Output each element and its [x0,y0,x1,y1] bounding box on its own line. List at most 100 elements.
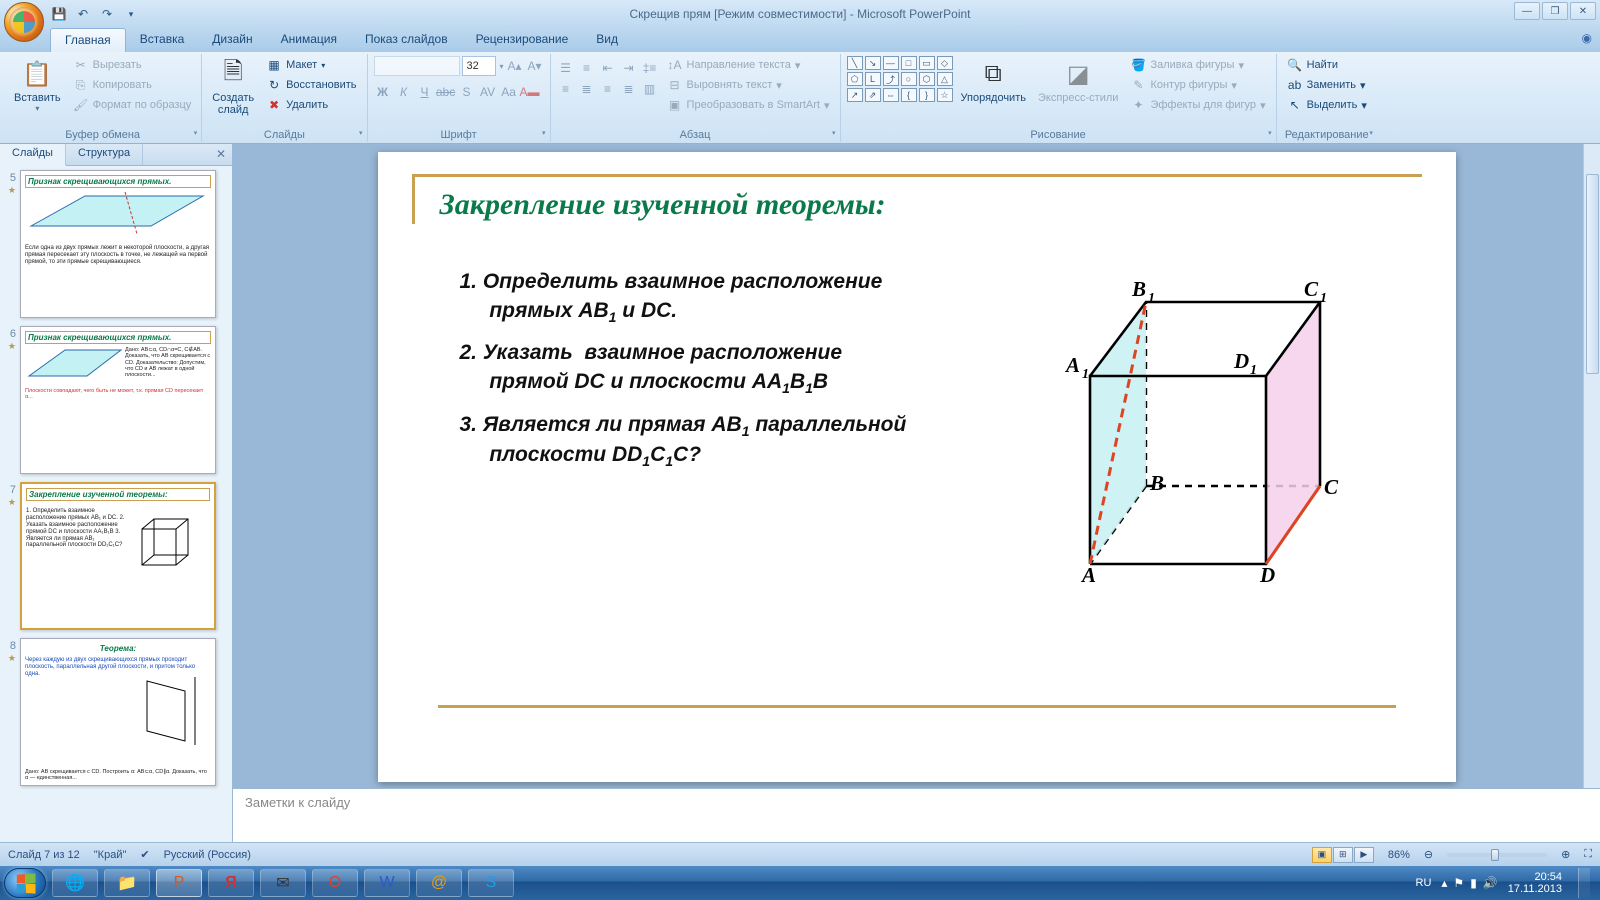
help-icon[interactable]: ◉ [1574,28,1600,52]
close-button[interactable]: ✕ [1570,2,1596,20]
line-spacing-icon[interactable]: ‡≡ [641,59,659,77]
align-right-icon[interactable]: ≡ [599,80,617,98]
thumbnail-row[interactable]: 7★ Закрепление изученной теоремы: 1. Опр… [4,482,224,630]
spellcheck-icon[interactable]: ✔ [140,848,149,861]
start-button[interactable] [4,868,46,898]
panel-tab-slides[interactable]: Слайды [0,144,66,166]
thumbnail-row[interactable]: 5★ Признак скрещивающихся прямых. Если о… [4,170,224,318]
scrollbar-thumb[interactable] [1586,174,1599,374]
strike-icon[interactable]: abc [437,83,455,101]
bold-icon[interactable]: Ж [374,83,392,101]
font-size-combo[interactable]: 32 [462,56,496,76]
tray-language[interactable]: RU [1416,877,1432,889]
paste-button[interactable]: 📋 Вставить ▾ [10,56,65,115]
arrange-button[interactable]: ⧉Упорядочить [957,56,1030,106]
delete-slide-button[interactable]: ✖Удалить [262,96,360,114]
tray-show-hidden-icon[interactable]: ▴ [1441,876,1447,890]
zoom-percent[interactable]: 86% [1388,849,1410,861]
shapes-gallery[interactable]: ╲↘—□▭◇ ⬠L⤴○⬡△ ↗⇗⇔{}☆ [847,56,953,102]
canvas-scrollbar[interactable] [1583,144,1600,788]
char-spacing-icon[interactable]: AV [479,83,497,101]
decrease-indent-icon[interactable]: ⇤ [599,59,617,77]
select-button[interactable]: ↖Выделить ▾ [1283,96,1371,114]
numbering-icon[interactable]: ≡ [578,59,596,77]
font-color-icon[interactable]: A▬ [521,83,539,101]
slide-viewport[interactable]: Закрепление изученной теоремы: 1. Опреде… [233,144,1600,788]
normal-view-button[interactable]: ▣ [1312,847,1332,863]
taskbar-word[interactable]: W [364,869,410,897]
tab-design[interactable]: Дизайн [198,28,266,52]
tab-insert[interactable]: Вставка [126,28,199,52]
quick-styles-button[interactable]: ◪Экспресс-стили [1034,56,1122,106]
cut-button[interactable]: ✂Вырезать [69,56,196,74]
columns-icon[interactable]: ▥ [641,80,659,98]
tray-clock[interactable]: 20:54 17.11.2013 [1508,871,1562,895]
minimize-button[interactable]: — [1514,2,1540,20]
bullets-icon[interactable]: ☰ [557,59,575,77]
justify-icon[interactable]: ≣ [620,80,638,98]
office-button[interactable] [4,2,44,42]
smartart-button[interactable]: ▣Преобразовать в SmartArt ▾ [663,96,834,114]
tray-network-icon[interactable]: ▮ [1470,876,1477,890]
save-icon[interactable]: 💾 [50,5,68,23]
shrink-font-icon[interactable]: A▾ [526,57,544,75]
status-language[interactable]: Русский (Россия) [164,849,251,861]
thumbnail[interactable]: Признак скрещивающихся прямых. Дано: АВ⊂… [20,326,216,474]
new-slide-button[interactable]: 🗎 Создать слайд [208,56,258,118]
zoom-out-button[interactable]: ⊖ [1424,848,1433,861]
taskbar-explorer[interactable]: 📁 [104,869,150,897]
tab-home[interactable]: Главная [50,28,126,52]
increase-indent-icon[interactable]: ⇥ [620,59,638,77]
thumbnail-selected[interactable]: Закрепление изученной теоремы: 1. Опреде… [20,482,216,630]
italic-icon[interactable]: К [395,83,413,101]
taskbar-at[interactable]: @ [416,869,462,897]
shape-fill-button[interactable]: 🪣Заливка фигуры ▾ [1126,56,1269,74]
taskbar-yandex[interactable]: Я [208,869,254,897]
reset-button[interactable]: ↻Восстановить [262,76,360,94]
format-painter-button[interactable]: 🖌Формат по образцу [69,96,196,114]
taskbar-ie[interactable]: 🌐 [52,869,98,897]
replace-button[interactable]: abЗаменить ▾ [1283,76,1371,94]
sorter-view-button[interactable]: ⊞ [1333,847,1353,863]
layout-button[interactable]: ▦Макет ▾ [262,56,360,74]
panel-close-icon[interactable]: ✕ [210,144,232,165]
qat-more-icon[interactable]: ▾ [122,5,140,23]
show-desktop-button[interactable] [1578,868,1590,898]
redo-icon[interactable]: ↷ [98,5,116,23]
notes-pane[interactable]: Заметки к слайду [233,788,1600,842]
fit-to-window-button[interactable]: ⛶ [1584,848,1592,861]
find-button[interactable]: 🔍Найти [1283,56,1371,74]
align-left-icon[interactable]: ≡ [557,80,575,98]
align-text-button[interactable]: ⊟Выровнять текст ▾ [663,76,834,94]
grow-font-icon[interactable]: A▴ [506,57,524,75]
taskbar-mail[interactable]: ✉ [260,869,306,897]
taskbar-opera[interactable]: O [312,869,358,897]
thumbnails-list[interactable]: 5★ Признак скрещивающихся прямых. Если о… [0,166,232,842]
slide[interactable]: Закрепление изученной теоремы: 1. Опреде… [378,152,1456,782]
thumbnail-row[interactable]: 8★ Теорема: Через каждую из двух скрещив… [4,638,224,786]
thumbnail-row[interactable]: 6★ Признак скрещивающихся прямых. Дано: … [4,326,224,474]
shape-effects-button[interactable]: ✦Эффекты для фигур ▾ [1126,96,1269,114]
tab-view[interactable]: Вид [582,28,632,52]
font-family-combo[interactable] [374,56,460,76]
thumbnail[interactable]: Теорема: Через каждую из двух скрещивающ… [20,638,216,786]
underline-icon[interactable]: Ч [416,83,434,101]
panel-tab-outline[interactable]: Структура [66,144,143,165]
restore-button[interactable]: ❐ [1542,2,1568,20]
taskbar-skype[interactable]: S [468,869,514,897]
tab-review[interactable]: Рецензирование [462,28,583,52]
shadow-icon[interactable]: S [458,83,476,101]
shape-outline-button[interactable]: ✎Контур фигуры ▾ [1126,76,1269,94]
undo-icon[interactable]: ↶ [74,5,92,23]
zoom-handle[interactable] [1491,849,1499,861]
taskbar-powerpoint[interactable]: P [156,869,202,897]
tray-volume-icon[interactable]: 🔊 [1483,876,1498,890]
zoom-in-button[interactable]: ⊕ [1561,848,1570,861]
tab-slideshow[interactable]: Показ слайдов [351,28,462,52]
tray-flag-icon[interactable]: ⚑ [1453,876,1464,890]
text-direction-button[interactable]: ↕AНаправление текста ▾ [663,56,834,74]
tab-animation[interactable]: Анимация [267,28,351,52]
slideshow-view-button[interactable]: ▶ [1354,847,1374,863]
copy-button[interactable]: ⎘Копировать [69,76,196,94]
change-case-icon[interactable]: Aa [500,83,518,101]
